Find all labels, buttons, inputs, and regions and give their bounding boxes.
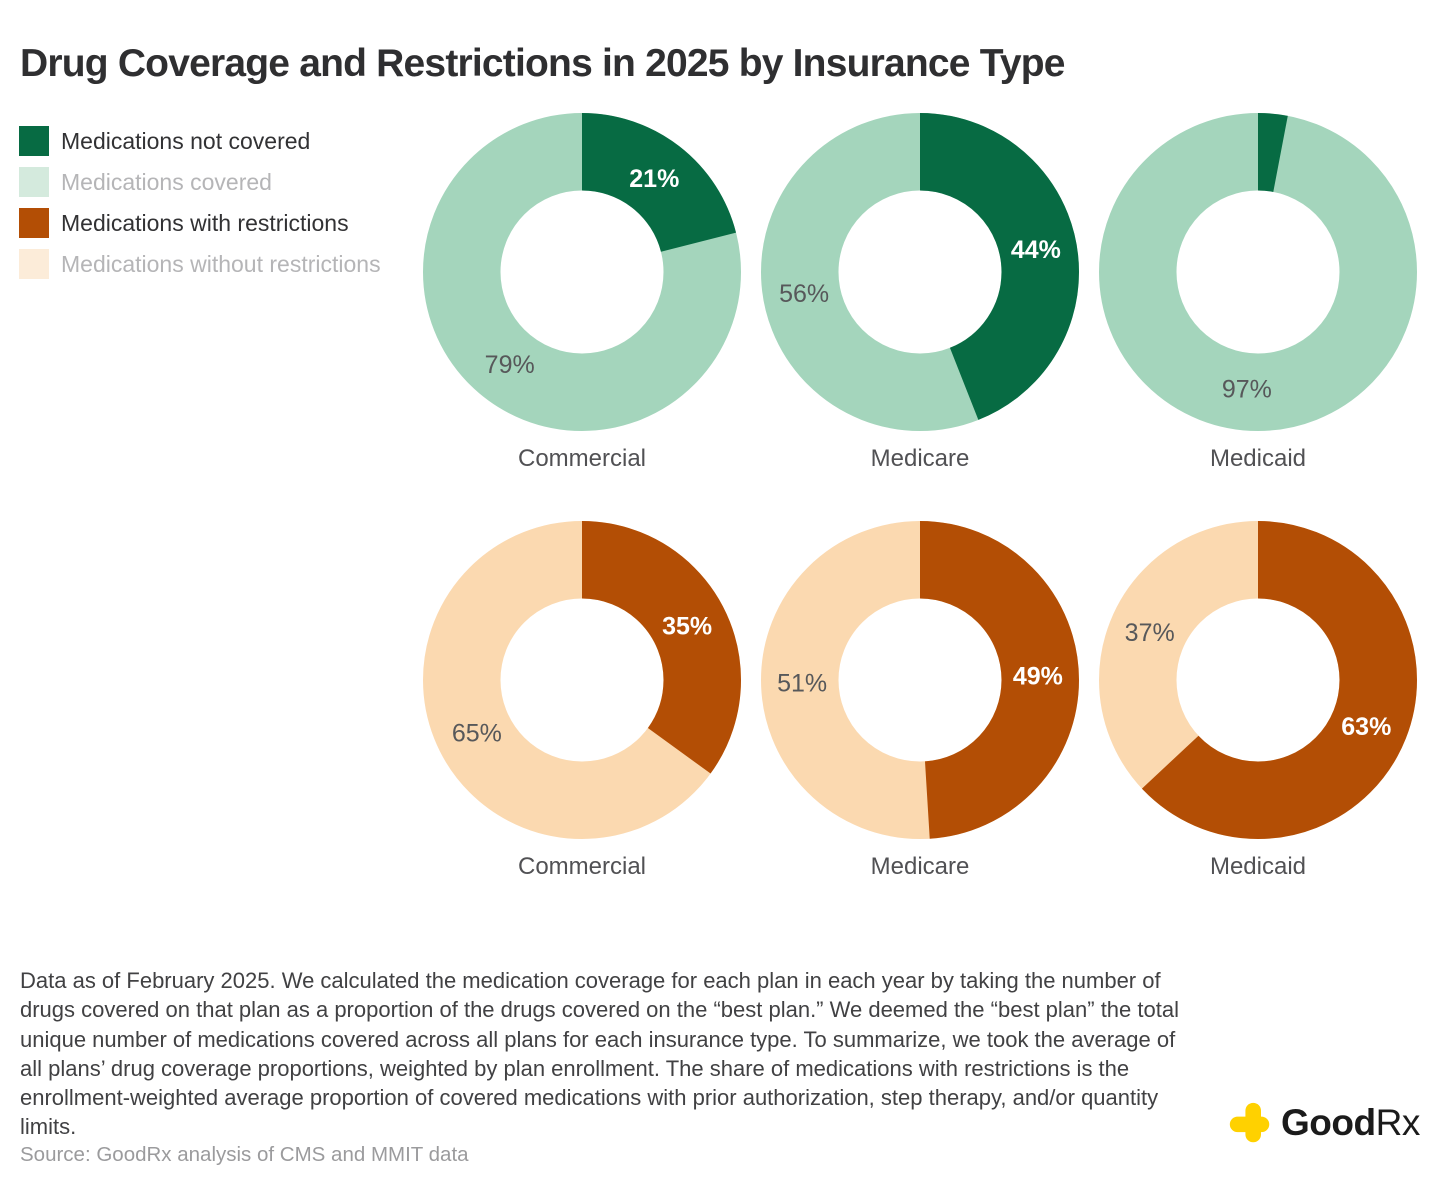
donut-chart: 63% 37% [1099,521,1417,839]
slice-value-label: 79% [485,351,535,379]
slice-value-label: 97% [1222,376,1272,404]
goodrx-wordmark-good: Good [1281,1102,1376,1143]
legend-item-0: Medications not covered [19,126,381,156]
slice-value-label: 56% [779,280,829,308]
donut-chart: 49% 51% [761,521,1079,839]
donut-restrictions-medicare: 49% 51% Medicare [761,521,1079,880]
slice-value-label: 21% [629,165,679,193]
donut-chart: 97% [1099,113,1417,431]
slice-coverage-dark [1099,113,1417,431]
page-title: Drug Coverage and Restrictions in 2025 b… [20,42,1065,86]
legend-item-label: Medications without restrictions [61,250,381,277]
slice-coverage-dark [761,113,1079,431]
legend-swatch-icon [19,167,49,197]
slice-value-label: 35% [662,612,712,640]
donut-restrictions-commercial: 35% 65% Commercial [423,521,741,880]
legend-swatch-icon [19,126,49,156]
slice-restrictions-dark [1099,521,1417,839]
slice-value-label: 65% [452,720,502,748]
donut-coverage-medicaid: 97% Medicaid [1099,113,1417,472]
donut-chart: 44% 56% [761,113,1079,431]
legend-item-label: Medications covered [61,168,272,195]
source-attribution: Source: GoodRx analysis of CMS and MMIT … [20,1142,469,1166]
slice-value-label: 44% [1011,236,1061,264]
donut-category-label: Medicaid [1209,853,1307,880]
goodrx-wordmark: GoodRx [1281,1102,1420,1144]
methodology-footnote: Data as of February 2025. We calculated … [20,968,1179,1140]
donut-coverage-commercial: 21% 79% Commercial [423,113,741,472]
slice-coverage-dark [423,113,741,431]
legend-item-3: Medications without restrictions [19,249,381,279]
legend-item-label: Medications not covered [61,127,311,154]
slice-restrictions-dark [423,521,741,839]
goodrx-cross-icon [1229,1102,1270,1143]
donut-restrictions-medicaid: 63% 37% Medicaid [1099,521,1417,880]
slice-value-label: 63% [1341,713,1391,741]
slice-value-label: 49% [1013,662,1063,690]
donut-category-label: Medicare [870,853,970,880]
donut-chart: 35% 65% [423,521,741,839]
slice-value-label: 37% [1125,619,1175,647]
slice-value-label: 51% [777,670,827,698]
donut-category-label: Medicaid [1209,445,1307,472]
legend-swatch-icon [19,249,49,279]
donut-category-label: Commercial [517,853,646,880]
legend-item-2: Medications with restrictions [19,208,381,238]
legend-item-label: Medications with restrictions [61,209,349,236]
legend-swatch-icon [19,208,49,238]
donut-coverage-medicare: 44% 56% Medicare [761,113,1079,472]
donut-category-label: Medicare [870,445,970,472]
slice-restrictions-dark [761,521,1079,839]
donut-category-label: Commercial [517,445,646,472]
donut-chart: 21% 79% [423,113,741,431]
goodrx-logo: GoodRx [1228,1100,1420,1146]
goodrx-wordmark-rx: Rx [1375,1102,1421,1143]
legend-item-1: Medications covered [19,167,381,197]
chart-legend: Medications not covered Medications cover… [19,126,381,290]
